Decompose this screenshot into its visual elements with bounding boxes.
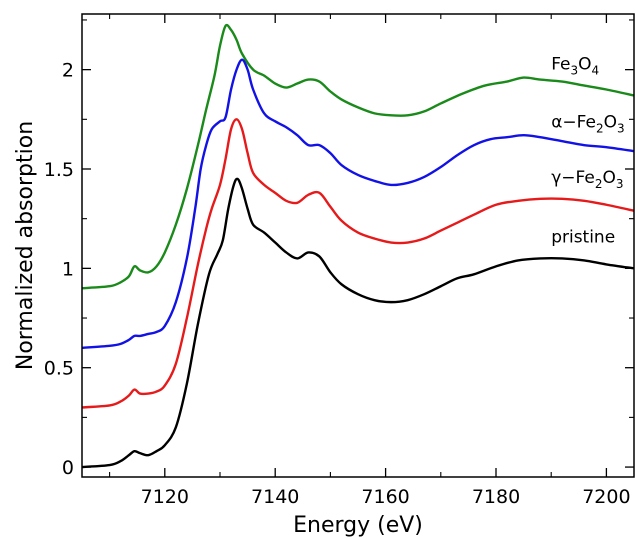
series-line-pristine <box>81 177 635 469</box>
series-label-fe2o3: α−Fe2O3 <box>551 112 624 135</box>
series-line-fe3o4 <box>81 23 635 290</box>
series-label-part: γ−Fe <box>551 168 595 188</box>
x-axis-title: Energy (eV) <box>293 513 423 538</box>
series-label-part: α−Fe <box>551 112 596 132</box>
series-line-fe2o3 <box>81 58 635 350</box>
plot-frame <box>81 13 635 478</box>
ticks-layer: 7120 7140 7160 7180 7200 0 0.5 1 1.5 2 <box>44 14 634 508</box>
series-label-part: 2 <box>596 121 604 135</box>
y-tick-label: 1 <box>62 258 74 280</box>
y-tick-label: 0 <box>62 457 74 479</box>
series-label-part: 3 <box>616 177 624 191</box>
series-layer <box>81 23 635 469</box>
series-label-part: Fe <box>551 55 570 75</box>
series-label-part: O <box>578 55 591 75</box>
y-axis-title: Normalized absorption <box>13 121 38 370</box>
series-label-part: pristine <box>551 228 615 248</box>
series-label-part: O <box>604 112 617 132</box>
x-tick-label: 7160 <box>361 486 409 508</box>
series-label-fe3o4: Fe3O4 <box>551 55 599 78</box>
series-label-part: 3 <box>617 121 625 135</box>
series-label-pristine: pristine <box>551 228 615 248</box>
series-label-part: 4 <box>592 64 600 78</box>
x-tick-label: 7140 <box>251 486 299 508</box>
series-label-part: O <box>602 168 615 188</box>
series-line-fe2o3 <box>81 118 635 409</box>
x-tick-label: 7180 <box>472 486 520 508</box>
x-tick-label: 7200 <box>582 486 630 508</box>
series-label-fe2o3: γ−Fe2O3 <box>551 168 623 191</box>
y-tick-label: 2 <box>62 60 74 82</box>
series-label-part: 3 <box>571 64 579 78</box>
series-label-part: 2 <box>595 177 603 191</box>
x-tick-label: 7120 <box>141 486 189 508</box>
y-tick-label: 0.5 <box>44 358 74 380</box>
y-tick-label: 1.5 <box>44 159 74 181</box>
